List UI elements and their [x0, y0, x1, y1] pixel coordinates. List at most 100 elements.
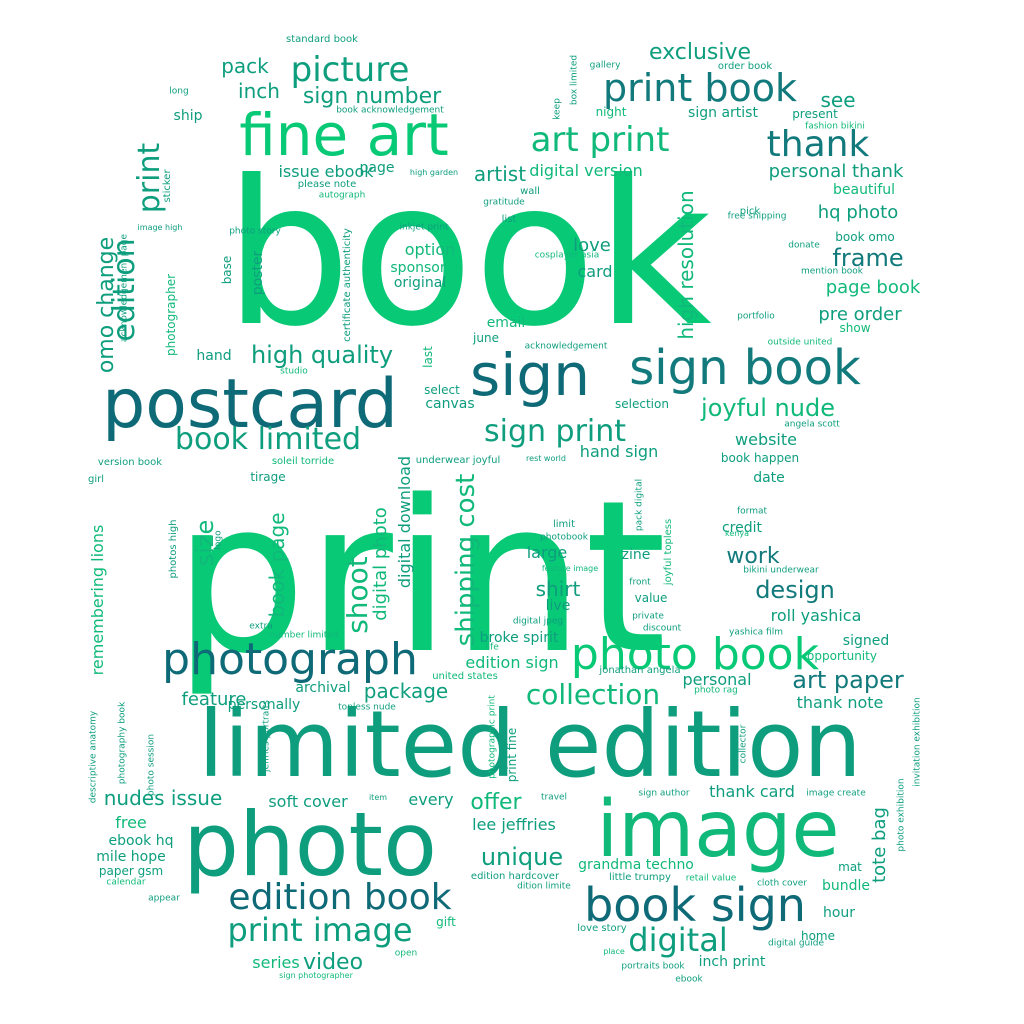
word-order-book: order book	[717, 61, 773, 72]
word-pick: pick	[739, 206, 761, 217]
word-kenya: kenya	[725, 529, 749, 538]
word-version-book: version book	[97, 457, 163, 468]
word-list: list	[501, 214, 517, 225]
word-image: image	[596, 785, 840, 875]
word-art-print: art print	[530, 120, 670, 160]
word-print: print	[173, 455, 667, 700]
word-page-book: page book	[825, 277, 921, 298]
word-every: every	[408, 790, 454, 809]
word-hand: hand	[196, 348, 232, 364]
word-photographer: photographer	[164, 273, 178, 357]
word-extra: extra	[249, 621, 273, 632]
word-ship: ship	[173, 108, 203, 124]
word-remembering-lions: remembering lions	[88, 524, 107, 676]
word-personal: personal	[682, 670, 752, 689]
word-email: email	[486, 315, 526, 331]
word-angela-scott: angela scott	[784, 419, 840, 430]
word-topless-nude: topless nude	[338, 702, 396, 713]
word-jeffries-portraits: jeffries portraits	[261, 700, 272, 772]
word-series: series	[252, 953, 300, 972]
word-value: value	[634, 591, 668, 605]
word-cloth-cover: cloth cover	[756, 878, 808, 889]
word-design: design	[755, 576, 835, 604]
word-inkjet-print: inkjet print	[399, 222, 449, 233]
word-sign-artist: sign artist	[688, 105, 758, 121]
word-jonathan-angela: jonathan angela	[599, 665, 681, 676]
word-high-garden: high garden	[409, 168, 459, 177]
word-sign-number: sign number	[302, 84, 442, 109]
word-last: last	[421, 346, 435, 368]
word-edition-book: edition book	[228, 877, 452, 918]
word-selection: selection	[615, 397, 669, 411]
word-digital-jpeg: digital jpeg	[512, 616, 564, 627]
word-soleil-torride: soleil torride	[271, 456, 335, 467]
word-yashica-film: yashica film	[729, 627, 783, 638]
word-signed: signed	[842, 633, 890, 649]
word-sticker: sticker	[162, 169, 173, 203]
word-paper-gsm: paper gsm	[98, 864, 164, 878]
word-tirage: tirage	[250, 470, 286, 484]
word-studio: studio	[280, 366, 308, 377]
word-gallery: gallery	[589, 60, 621, 71]
word-united-states: united states	[432, 671, 498, 682]
word-photography-book: photography book	[117, 701, 128, 785]
word-acknowledgement: acknowledgement	[524, 341, 608, 352]
word-artist: artist	[473, 162, 527, 186]
word-personal-thank: personal thank	[768, 161, 904, 182]
word-digital-guide: digital guide	[768, 938, 824, 949]
word-number-limited: number limited	[269, 630, 339, 641]
word-logo: logo	[213, 530, 224, 550]
word-thank-note: thank note	[796, 693, 884, 712]
word-soft-cover: soft cover	[268, 792, 348, 811]
word-sign: sign	[470, 341, 590, 409]
word-broke-spirit: broke spirit	[479, 630, 559, 646]
word-front: front	[629, 577, 651, 588]
word-calendar: calendar	[106, 877, 146, 888]
word-date: date	[753, 470, 785, 486]
word-donate: donate	[788, 240, 820, 251]
word-book-page: book page	[265, 512, 289, 618]
word-girl: girl	[87, 474, 105, 485]
word-issue-ebook: issue ebook	[278, 162, 374, 181]
word-edition-sign: edition sign	[465, 653, 559, 672]
word-descriptive-anatomy: descriptive anatomy	[88, 710, 99, 804]
word-sign-photographer: sign photographer	[279, 971, 353, 980]
word-love: love	[573, 235, 611, 256]
word-website: website	[735, 430, 797, 449]
word-fashion-bikini: fashion bikini	[805, 121, 865, 132]
word-fine-art: fine art	[239, 101, 449, 169]
word-archival: archival	[295, 680, 351, 696]
word-cosplayer-asia: cosplayer asia	[534, 250, 600, 261]
word-poster: poster	[250, 250, 266, 296]
word-unique: unique	[480, 843, 564, 871]
word-certificate-authenticity: certificate authenticity	[342, 228, 353, 342]
word-mile-hope: mile hope	[96, 849, 166, 865]
word-option: option	[404, 240, 456, 259]
word-image-create: image create	[806, 788, 866, 799]
word-limit: limit	[553, 519, 575, 530]
word-see: see	[820, 88, 856, 112]
word-photobook: photobook	[540, 532, 588, 543]
word-ebook: ebook	[675, 974, 703, 985]
word-picture: picture	[290, 50, 410, 90]
word-wall: wall	[520, 186, 540, 197]
word-lee-jeffries: lee jeffries	[472, 815, 556, 834]
word-present: present	[792, 107, 838, 121]
word-photo-session: photo session	[146, 733, 157, 797]
word-credit: credit	[721, 520, 763, 536]
word-pre-order: pre order	[818, 304, 902, 325]
word-ebook-hq: ebook hq	[108, 833, 174, 849]
word-autograph: autograph	[318, 190, 366, 201]
word-digital-photo: digital photo	[370, 507, 391, 621]
word-book: book	[224, 138, 712, 371]
word-video: video	[302, 950, 364, 975]
word-show: show	[839, 321, 871, 335]
word-box-limited: box limited	[569, 54, 580, 106]
word-book-acknowledgement: book acknowledgement	[336, 105, 444, 116]
word-thank-card: thank card	[709, 782, 795, 801]
word-book-omo: book omo	[835, 230, 895, 244]
word-digital-download: digital download	[395, 455, 414, 589]
word-pack: pack	[221, 54, 269, 78]
word-base: base	[220, 255, 234, 285]
word-shipping-cost: shipping cost	[451, 473, 481, 647]
